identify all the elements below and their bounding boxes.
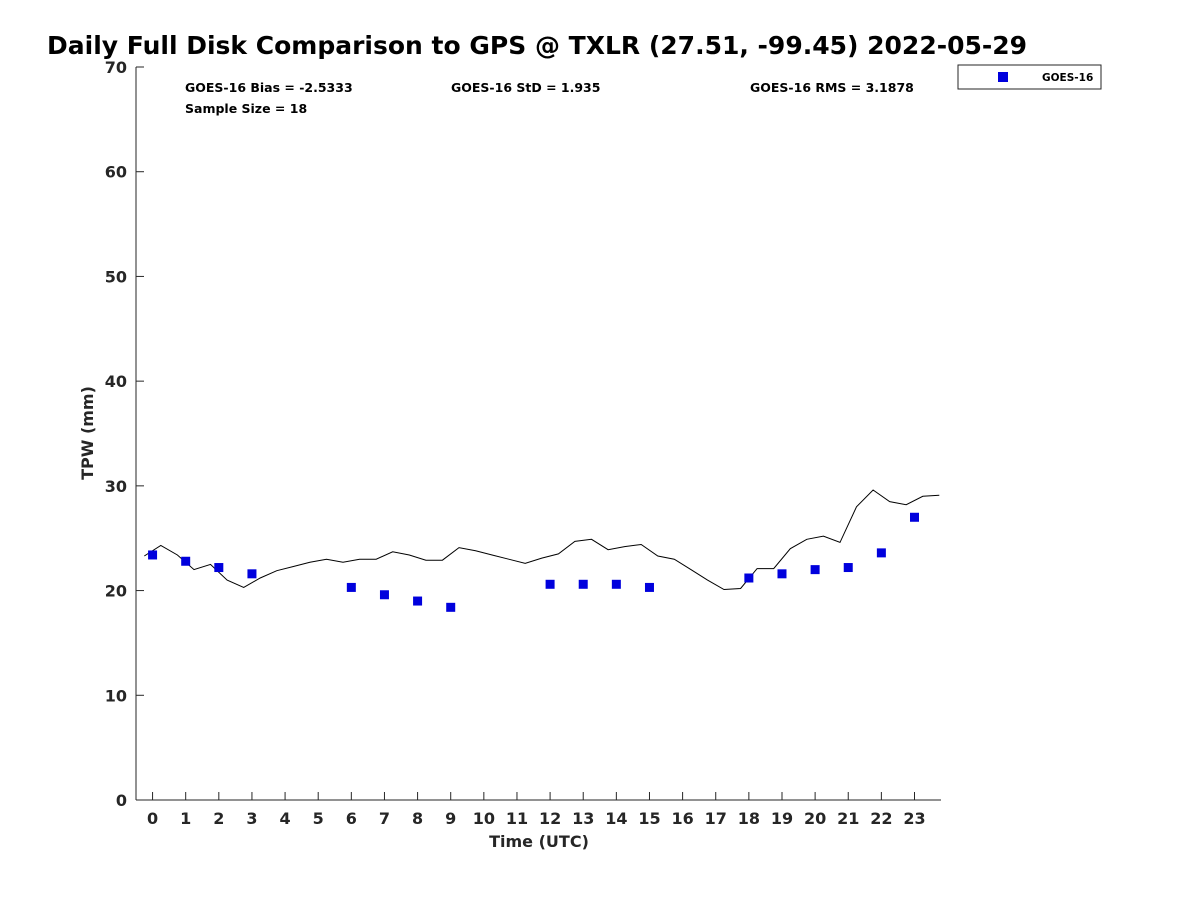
x-axis-label: Time (UTC): [489, 832, 589, 851]
x-tick-label: 21: [837, 809, 859, 828]
x-tick-label: 7: [379, 809, 390, 828]
goes16-scatter-series: [148, 512, 919, 612]
x-tick-label: 10: [473, 809, 495, 828]
goes16-point: [777, 569, 787, 579]
goes16-point: [148, 550, 158, 560]
x-tick-label: 2: [213, 809, 224, 828]
x-tick-label: 4: [280, 809, 291, 828]
goes16-point: [810, 565, 820, 575]
stat-sample-size: Sample Size = 18: [185, 101, 307, 116]
x-tick-label: 5: [313, 809, 324, 828]
x-tick-label: 20: [804, 809, 826, 828]
gps-line-series: [144, 489, 940, 591]
y-tick-label: 30: [105, 477, 127, 496]
y-tick-label: 60: [105, 163, 127, 182]
chart-title: Daily Full Disk Comparison to GPS @ TXLR…: [47, 31, 1027, 60]
x-axis-ticks: 0 1 2 3 4 5 6 7 8 9 10 11 12 13 14 15 16 17 18 19 20 21 22 23: [147, 792, 926, 828]
x-tick-label: 22: [870, 809, 892, 828]
y-axis-ticks: 0 10 20 30 40 50 60 70: [105, 58, 144, 810]
stat-rms: GOES-16 RMS = 3.1878: [750, 80, 914, 95]
x-tick-label: 18: [738, 809, 760, 828]
y-tick-label: 20: [105, 582, 127, 601]
legend: GOES-16: [957, 64, 1102, 90]
legend-label-goes16: GOES-16: [1042, 72, 1093, 84]
goes16-point: [181, 556, 191, 566]
y-tick-label: 40: [105, 372, 127, 391]
goes16-point: [578, 579, 588, 589]
x-tick-label: 3: [246, 809, 257, 828]
x-tick-label: 14: [605, 809, 627, 828]
y-tick-label: 0: [116, 791, 127, 810]
goes16-point: [876, 548, 886, 558]
y-tick-label: 70: [105, 58, 127, 77]
goes16-point: [644, 582, 654, 592]
legend-marker: [998, 72, 1008, 82]
x-tick-label: 17: [705, 809, 727, 828]
goes16-point: [909, 512, 919, 522]
goes16-point: [247, 569, 257, 579]
goes16-point: [843, 563, 853, 573]
x-tick-label: 23: [903, 809, 925, 828]
goes16-point: [346, 582, 356, 592]
x-tick-label: 1: [180, 809, 191, 828]
goes16-point: [744, 573, 754, 583]
y-tick-label: 50: [105, 267, 127, 286]
goes16-point: [446, 602, 456, 612]
y-tick-label: 10: [105, 686, 127, 705]
goes16-point: [413, 596, 423, 606]
x-tick-label: 19: [771, 809, 793, 828]
goes16-point: [379, 590, 389, 600]
goes16-point: [214, 563, 224, 573]
stat-bias: GOES-16 Bias = -2.5333: [185, 80, 353, 95]
x-tick-label: 16: [671, 809, 693, 828]
x-tick-label: 11: [506, 809, 528, 828]
goes16-point: [545, 579, 555, 589]
x-tick-label: 13: [572, 809, 594, 828]
x-tick-label: 15: [638, 809, 660, 828]
y-axis-label: TPW (mm): [78, 386, 97, 480]
x-tick-label: 8: [412, 809, 423, 828]
x-tick-label: 12: [539, 809, 561, 828]
x-tick-label: 0: [147, 809, 158, 828]
gps-tpw-line: [144, 489, 940, 591]
x-tick-label: 9: [445, 809, 456, 828]
stat-std: GOES-16 StD = 1.935: [451, 80, 600, 95]
x-tick-label: 6: [346, 809, 357, 828]
goes16-point: [611, 579, 621, 589]
legend-box: [957, 64, 1102, 90]
